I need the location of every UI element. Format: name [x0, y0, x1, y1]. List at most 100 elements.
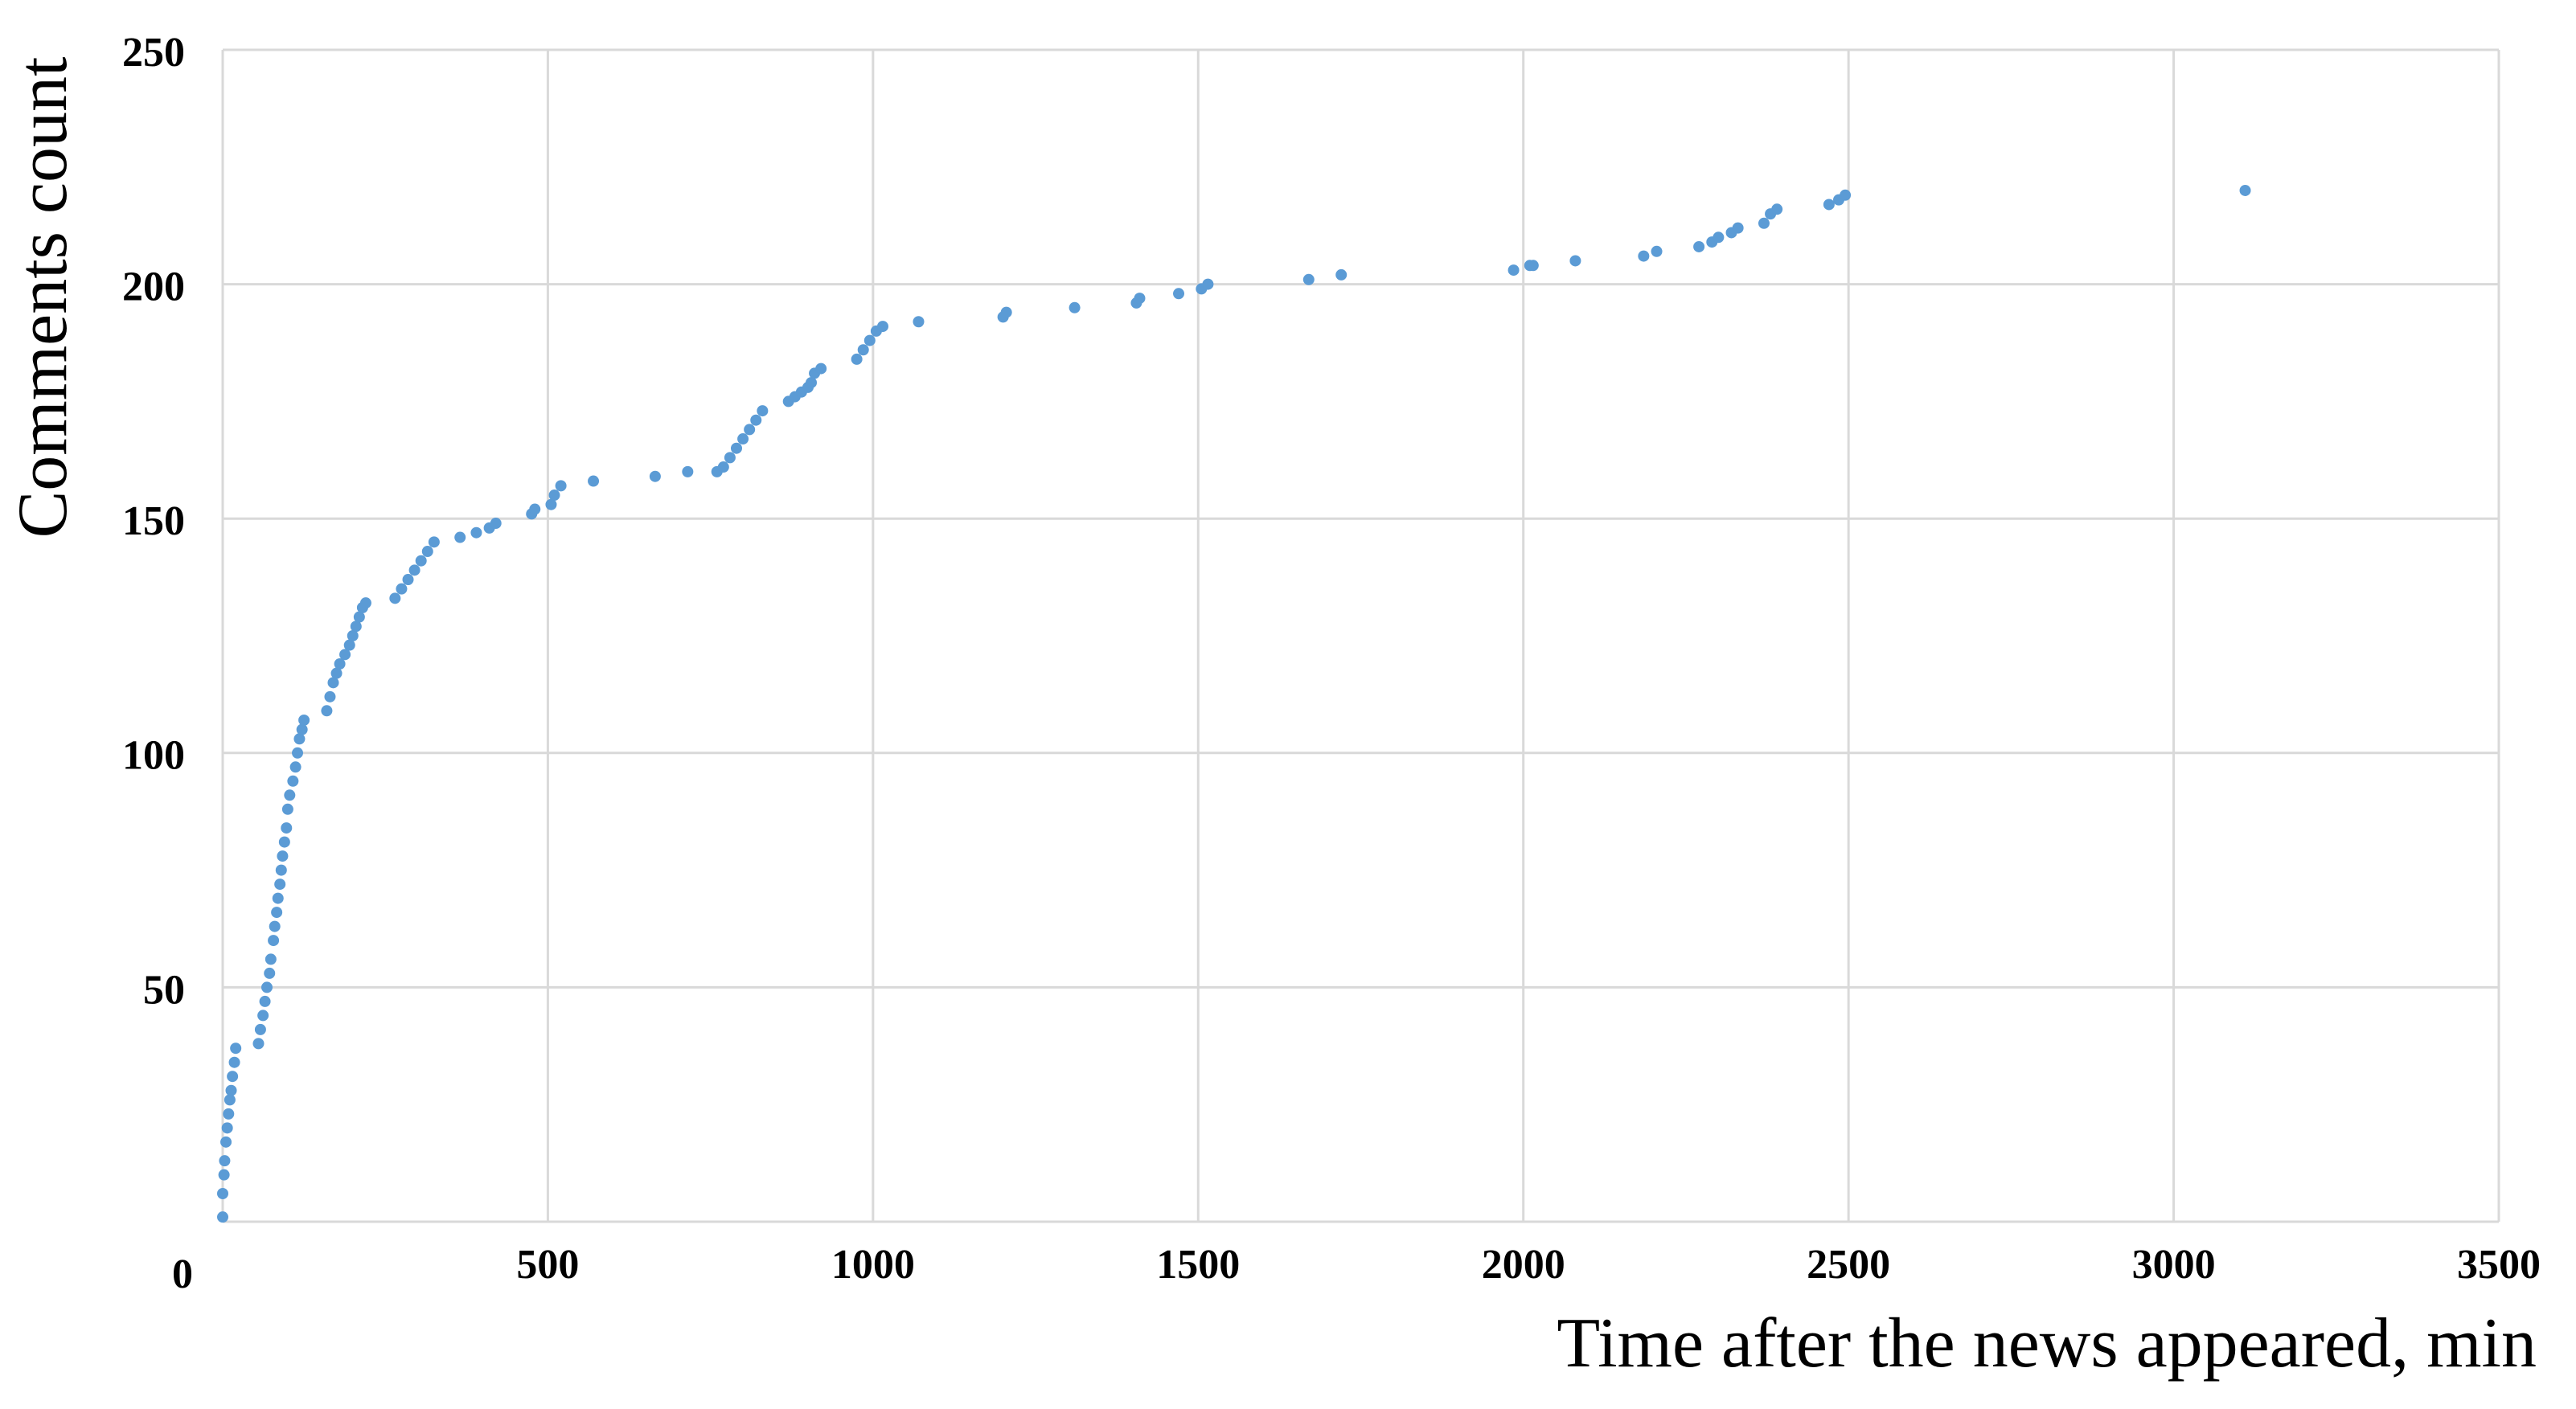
data-point [353, 611, 365, 623]
data-point [281, 822, 293, 834]
data-point [851, 353, 863, 365]
data-point [217, 1211, 228, 1223]
data-point [1302, 273, 1315, 285]
data-point [230, 1042, 242, 1055]
data-point [1651, 245, 1663, 257]
data-point [408, 564, 420, 576]
data-point [324, 690, 336, 702]
data-point [744, 424, 756, 436]
data-point [321, 705, 333, 717]
data-point [1638, 250, 1650, 262]
data-point [261, 981, 273, 993]
data-point [227, 1071, 239, 1083]
data-point [278, 836, 290, 848]
data-point [269, 920, 281, 932]
data-point [293, 733, 306, 745]
data-point [1569, 255, 1581, 267]
data-point [1771, 203, 1783, 215]
data-point [220, 1136, 232, 1148]
data-point [224, 1094, 236, 1106]
data-point [555, 480, 567, 492]
data-point [1527, 260, 1539, 272]
data-point [588, 475, 600, 487]
data-point [292, 747, 304, 759]
data-point [343, 639, 355, 651]
data-point [750, 414, 762, 426]
x-tick-label: 1000 [831, 1242, 915, 1288]
data-point [1335, 268, 1347, 281]
y-axis-label: Comments count [4, 57, 82, 539]
data-point [421, 546, 433, 558]
data-point [359, 597, 371, 609]
data-point [757, 405, 769, 417]
data-point [545, 498, 557, 510]
data-point [737, 433, 749, 445]
data-point [254, 1023, 266, 1035]
y-tick-label: 200 [122, 264, 185, 310]
data-point [396, 583, 408, 595]
data-point [529, 503, 541, 515]
data-point [1758, 217, 1770, 229]
data-point [1507, 264, 1520, 276]
data-point [1000, 306, 1012, 318]
data-point [252, 1038, 265, 1050]
data-point [1823, 199, 1835, 211]
data-point [806, 377, 818, 389]
data-point [1840, 189, 1852, 201]
data-point [1732, 222, 1744, 234]
y-tick-label: 50 [143, 967, 185, 1013]
data-point [330, 667, 343, 679]
data-point [815, 362, 827, 375]
data-point [649, 470, 661, 482]
data-point [277, 850, 289, 862]
data-point [454, 531, 466, 543]
y-tick-label: 150 [122, 498, 185, 544]
x-tick-label: 2500 [1807, 1242, 1890, 1288]
data-point [257, 1010, 269, 1022]
x-tick-label: 1500 [1156, 1242, 1240, 1288]
data-point [876, 321, 888, 333]
data-point [857, 344, 869, 356]
data-point [339, 649, 351, 661]
data-point [347, 630, 359, 641]
data-point [265, 953, 277, 965]
x-tick-label: 2000 [1482, 1242, 1565, 1288]
data-point [402, 574, 414, 586]
x-tick-label: 500 [516, 1242, 579, 1288]
data-point [272, 892, 284, 904]
data-point [1202, 278, 1214, 290]
data-point [389, 592, 401, 604]
y-tick-label: 100 [122, 733, 185, 779]
data-point [217, 1188, 228, 1200]
data-point [259, 995, 271, 1007]
data-point [913, 316, 925, 328]
data-point [682, 465, 694, 477]
data-point [274, 879, 286, 891]
data-point [225, 1084, 237, 1096]
data-point [428, 536, 440, 548]
data-point [223, 1108, 235, 1120]
data-point [1693, 240, 1705, 252]
data-point [268, 935, 280, 947]
data-point [1173, 288, 1185, 300]
x-tick-label: 3000 [2132, 1242, 2216, 1288]
data-point [284, 789, 296, 801]
x-axis-label: Time after the news appeared, min [1557, 1305, 2537, 1382]
y-tick-label: 250 [122, 30, 185, 76]
data-point [221, 1122, 233, 1134]
data-point [548, 489, 560, 502]
data-point [289, 761, 301, 773]
data-point [275, 864, 287, 876]
data-point [1134, 293, 1146, 305]
data-point [219, 1155, 231, 1167]
data-point [470, 526, 482, 539]
data-point [863, 334, 876, 346]
data-point [298, 714, 310, 726]
data-point [1713, 231, 1725, 244]
data-point [264, 967, 276, 979]
data-point [490, 518, 502, 530]
data-point [2239, 184, 2251, 196]
data-point [415, 555, 427, 567]
